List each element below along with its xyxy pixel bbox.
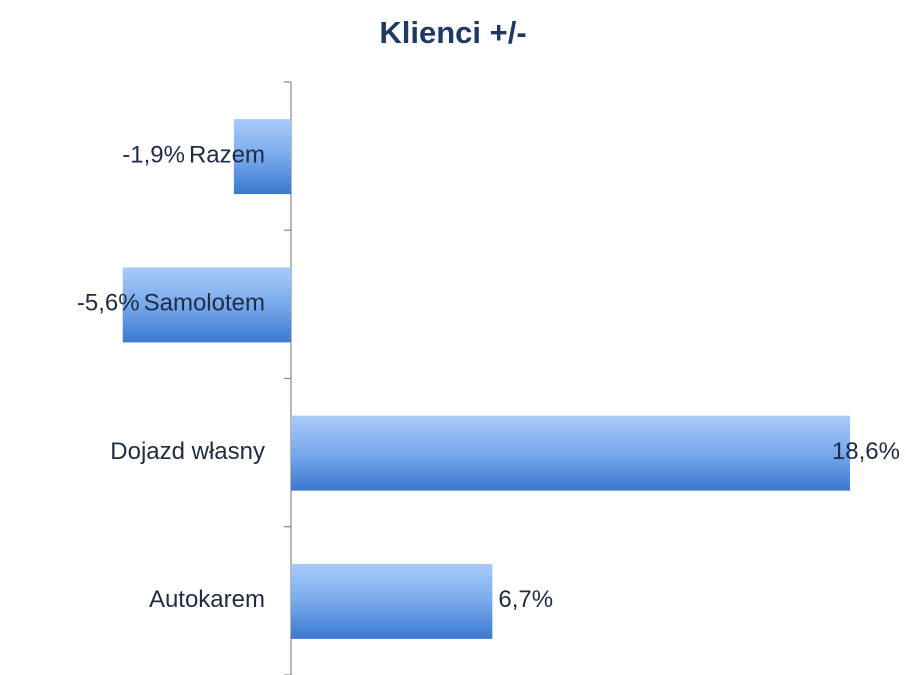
- value-label: -1,9%: [122, 141, 185, 168]
- value-label: 18,6%: [832, 438, 900, 465]
- category-label: Samolotem: [144, 290, 265, 317]
- chart-title: Klienci +/-: [379, 15, 526, 50]
- bar: [291, 415, 850, 491]
- value-label: -5,6%: [77, 290, 140, 317]
- bar: [233, 119, 291, 195]
- bar: [122, 267, 292, 343]
- category-label: Dojazd własny: [110, 438, 265, 465]
- category-label: Razem: [189, 141, 265, 168]
- category-label: Autokarem: [149, 586, 265, 613]
- bar: [291, 563, 493, 639]
- value-label: 6,7%: [498, 586, 553, 613]
